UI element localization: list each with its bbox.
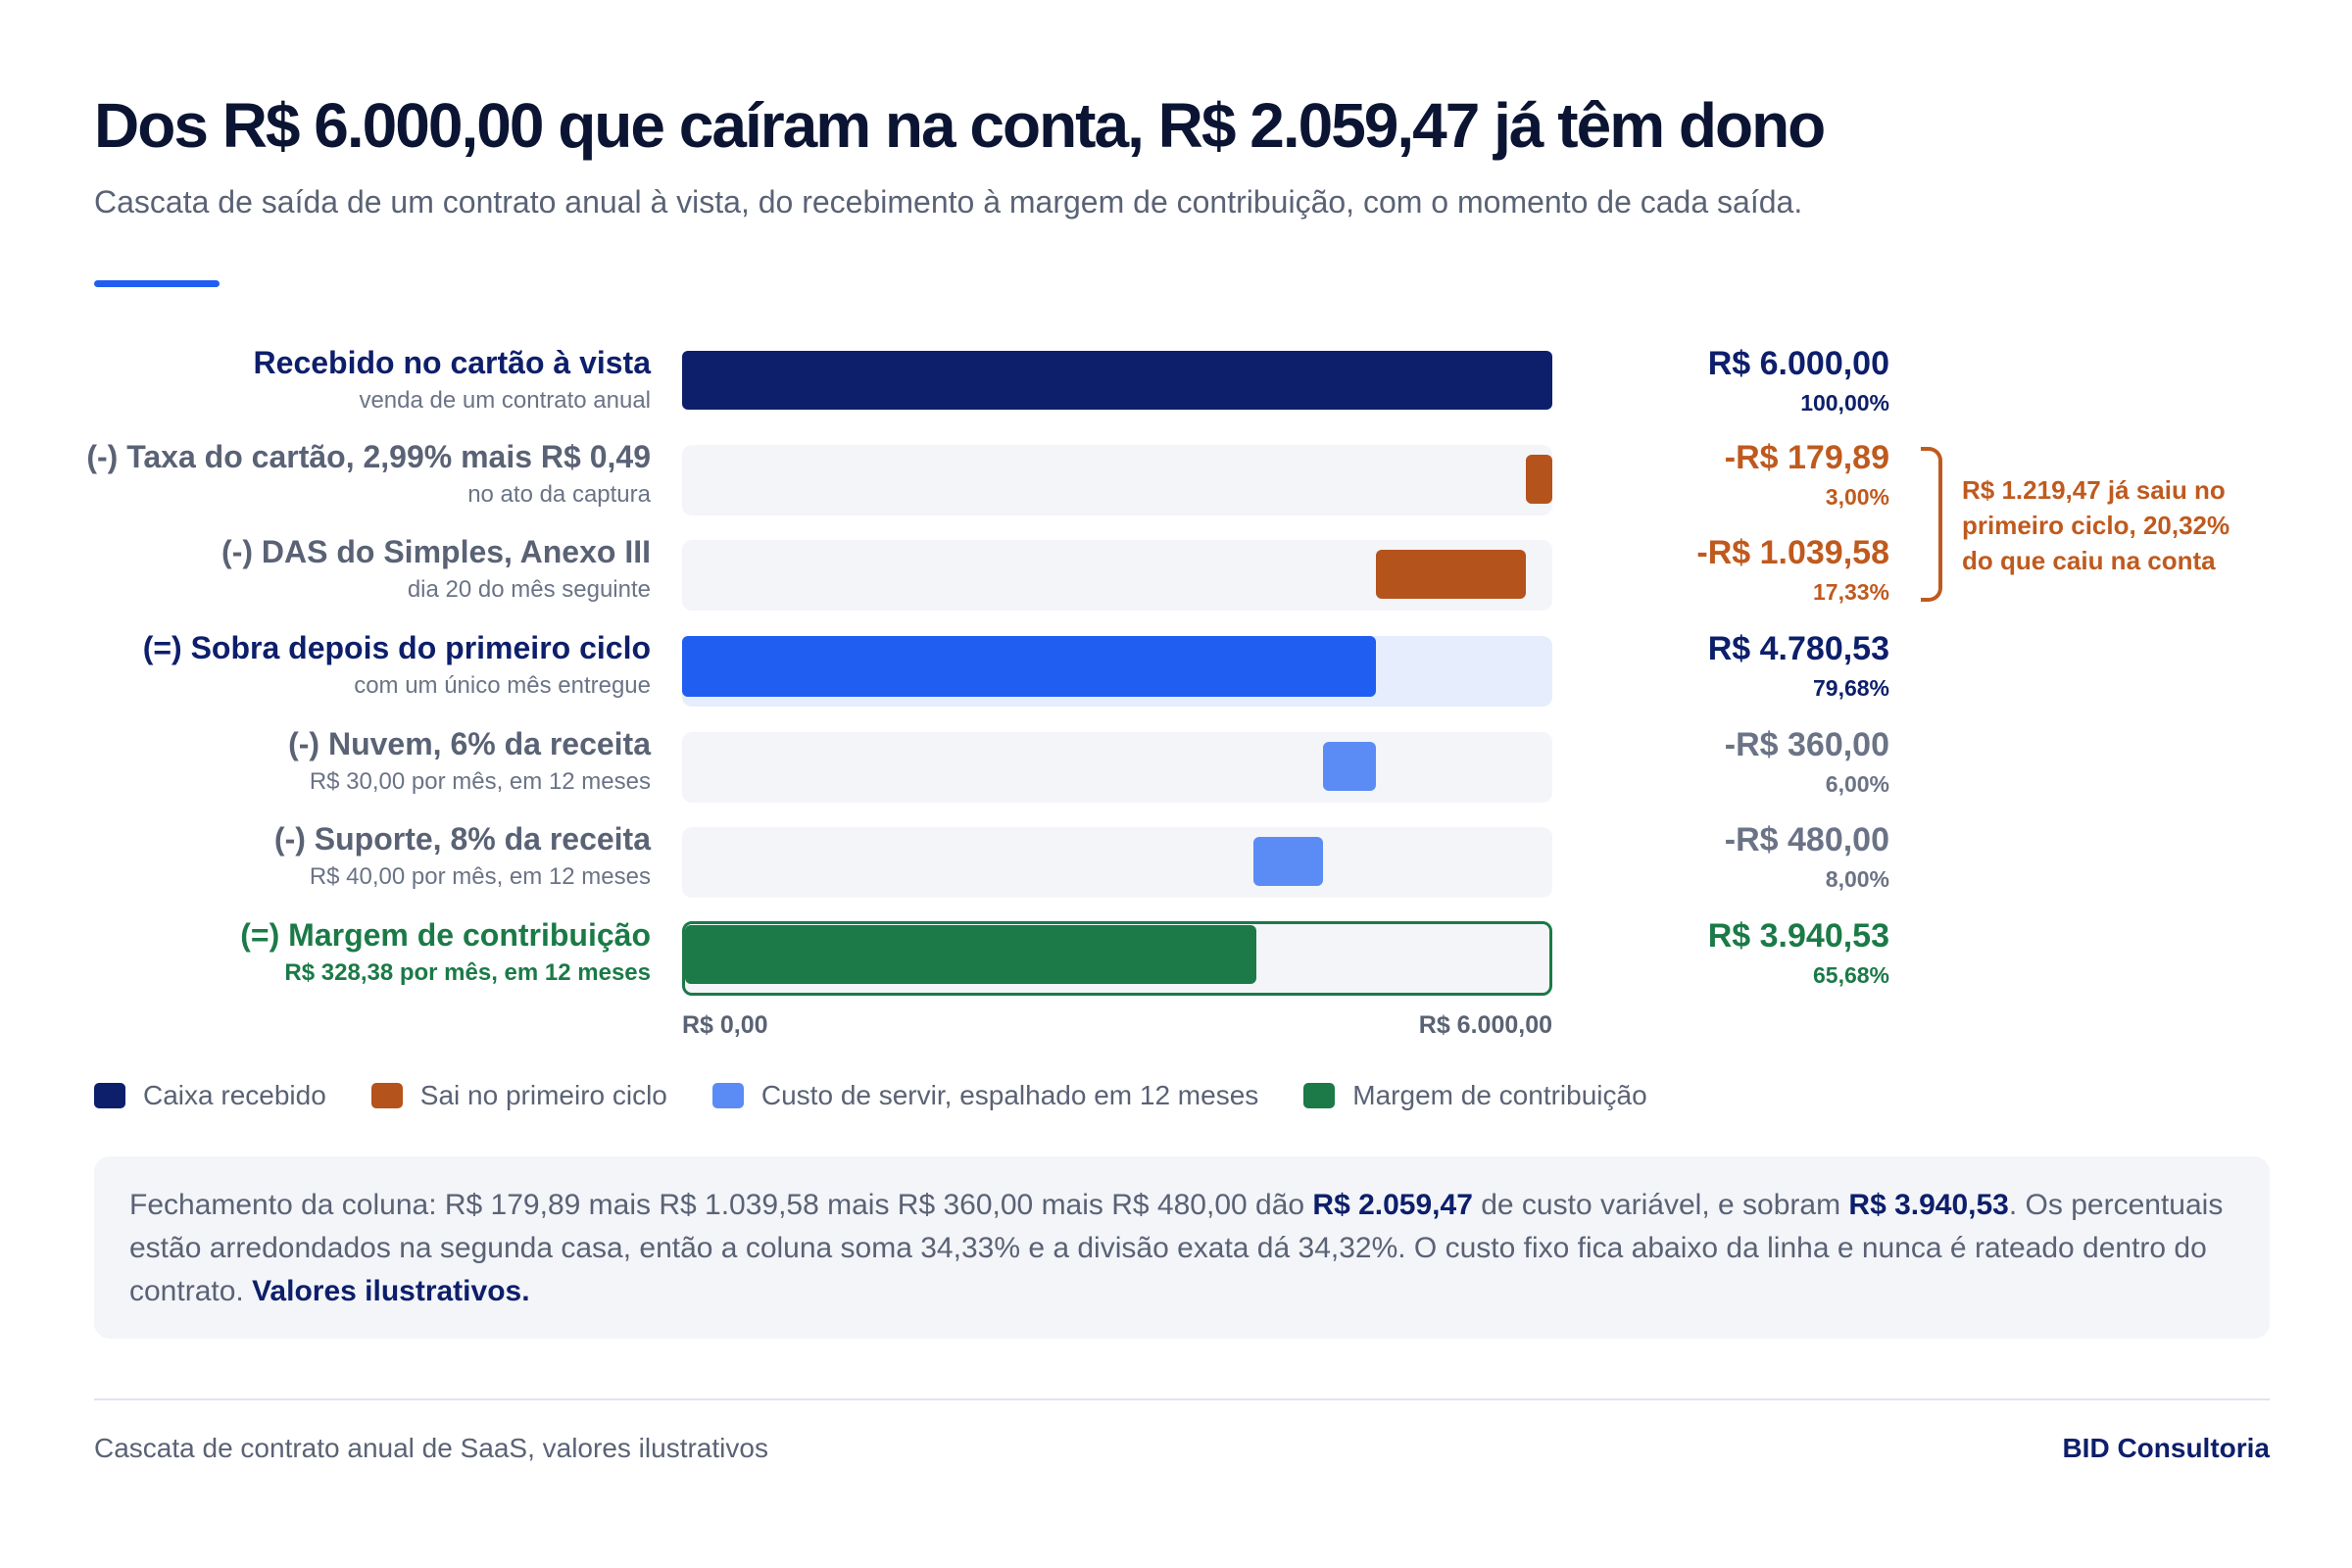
page-title: Dos R$ 6.000,00 que caíram na conta, R$ … (94, 90, 1826, 161)
bar-margem (685, 925, 1257, 984)
row-sublabel: R$ 30,00 por mês, em 12 meses (309, 768, 651, 795)
chart-row-suporte: (-) Suporte, 8% da receita R$ 40,00 por … (0, 813, 2352, 902)
row-sublabel: com um único mês entregue (354, 672, 651, 699)
row-label: (-) Nuvem, 6% da receita (288, 726, 651, 761)
row-value: R$ 3.940,53 (1707, 917, 1889, 955)
bar-recebido (682, 351, 1552, 410)
row-label: (-) Suporte, 8% da receita (273, 821, 651, 857)
legend-item-caixa: Caixa recebido (94, 1080, 326, 1111)
footer-divider (94, 1398, 2270, 1400)
row-percent: 79,68% (1812, 675, 1889, 701)
row-label: Recebido no cartão à vista (253, 345, 651, 380)
note-total-cost: R$ 2.059,47 (1312, 1189, 1473, 1221)
note-illustrative: Valores ilustrativos. (252, 1275, 530, 1307)
bar-das (1375, 550, 1527, 599)
bar-nuvem (1323, 742, 1376, 791)
bar-taxa-cartao (1526, 455, 1552, 504)
closing-note: Fechamento da coluna: R$ 179,89 mais R$ … (94, 1156, 2270, 1339)
legend-item-ciclo: Sai no primeiro ciclo (370, 1080, 667, 1111)
row-sublabel: R$ 40,00 por mês, em 12 meses (309, 863, 651, 890)
legend-label: Margem de contribuição (1352, 1080, 1647, 1110)
row-percent: 3,00% (1825, 484, 1889, 510)
row-percent: 8,00% (1825, 866, 1889, 892)
legend-swatch (711, 1083, 744, 1108)
row-sublabel: no ato da captura (467, 481, 651, 508)
legend-item-custo: Custo de servir, espalhado em 12 meses (711, 1080, 1259, 1111)
bar-track (682, 827, 1552, 898)
chart-row-nuvem: (-) Nuvem, 6% da receita R$ 30,00 por mê… (0, 718, 2352, 807)
row-label: (-) DAS do Simples, Anexo III (221, 534, 651, 569)
legend-label: Caixa recebido (143, 1080, 326, 1110)
axis-tick-min: R$ 0,00 (682, 1011, 768, 1039)
row-value: -R$ 179,89 (1724, 439, 1889, 476)
footer-brand: BID Consultoria (2062, 1433, 2270, 1463)
row-value: -R$ 480,00 (1724, 821, 1889, 858)
chart-row-sobra: (=) Sobra depois do primeiro ciclo com u… (0, 622, 2352, 710)
legend-item-margem: Margem de contribuição (1303, 1080, 1647, 1111)
bar-track (682, 445, 1552, 515)
legend-label: Sai no primeiro ciclo (419, 1080, 667, 1110)
note-text: de custo variável, e sobram (1472, 1189, 1849, 1221)
chart-row-das: (-) DAS do Simples, Anexo III dia 20 do … (0, 526, 2352, 614)
row-label: (=) Sobra depois do primeiro ciclo (142, 630, 651, 665)
legend-swatch (370, 1083, 403, 1108)
legend-swatch (94, 1083, 125, 1108)
axis-tick-max: R$ 6.000,00 (1418, 1011, 1552, 1039)
page-subtitle: Cascata de saída de um contrato anual à … (94, 184, 1803, 220)
chart-row-recebido: Recebido no cartão à vista venda de um c… (0, 337, 2352, 425)
row-value: -R$ 360,00 (1724, 726, 1889, 763)
note-text: Fechamento da coluna: R$ 179,89 mais R$ … (129, 1189, 1313, 1221)
row-value: R$ 6.000,00 (1707, 345, 1889, 382)
chart-legend: Caixa recebido Sai no primeiro ciclo Cus… (94, 1078, 1692, 1113)
row-percent: 65,68% (1812, 962, 1889, 988)
legend-label: Custo de servir, espalhado em 12 meses (760, 1080, 1259, 1110)
accent-rule (94, 280, 220, 287)
footer-source: Cascata de contrato anual de SaaS, valor… (94, 1433, 768, 1463)
row-label: (-) Taxa do cartão, 2,99% mais R$ 0,49 (86, 439, 651, 474)
row-sublabel: dia 20 do mês seguinte (407, 576, 651, 603)
chart-row-taxa-cartao: (-) Taxa do cartão, 2,99% mais R$ 0,49 n… (0, 431, 2352, 519)
row-percent: 17,33% (1812, 579, 1889, 605)
note-text: . Os percentuais estão arredondados na s… (129, 1189, 2224, 1307)
row-sublabel: venda de um contrato anual (359, 387, 651, 414)
chart-row-margem: (=) Margem de contribuição R$ 328,38 por… (0, 909, 2352, 998)
first-cycle-bracket (1921, 447, 1942, 602)
row-value: R$ 4.780,53 (1707, 630, 1889, 667)
note-margin: R$ 3.940,53 (1848, 1189, 2009, 1221)
bar-suporte (1253, 837, 1324, 886)
first-cycle-annotation: R$ 1.219,47 já saiu no primeiro ciclo, 2… (1962, 475, 2230, 575)
row-label: (=) Margem de contribuição (240, 917, 651, 953)
row-value: -R$ 1.039,58 (1696, 534, 1889, 571)
row-percent: 100,00% (1800, 390, 1889, 416)
row-sublabel: R$ 328,38 por mês, em 12 meses (284, 959, 651, 986)
legend-swatch (1303, 1083, 1336, 1108)
bar-sobra (682, 636, 1376, 697)
row-percent: 6,00% (1825, 771, 1889, 797)
bar-track (682, 732, 1552, 803)
